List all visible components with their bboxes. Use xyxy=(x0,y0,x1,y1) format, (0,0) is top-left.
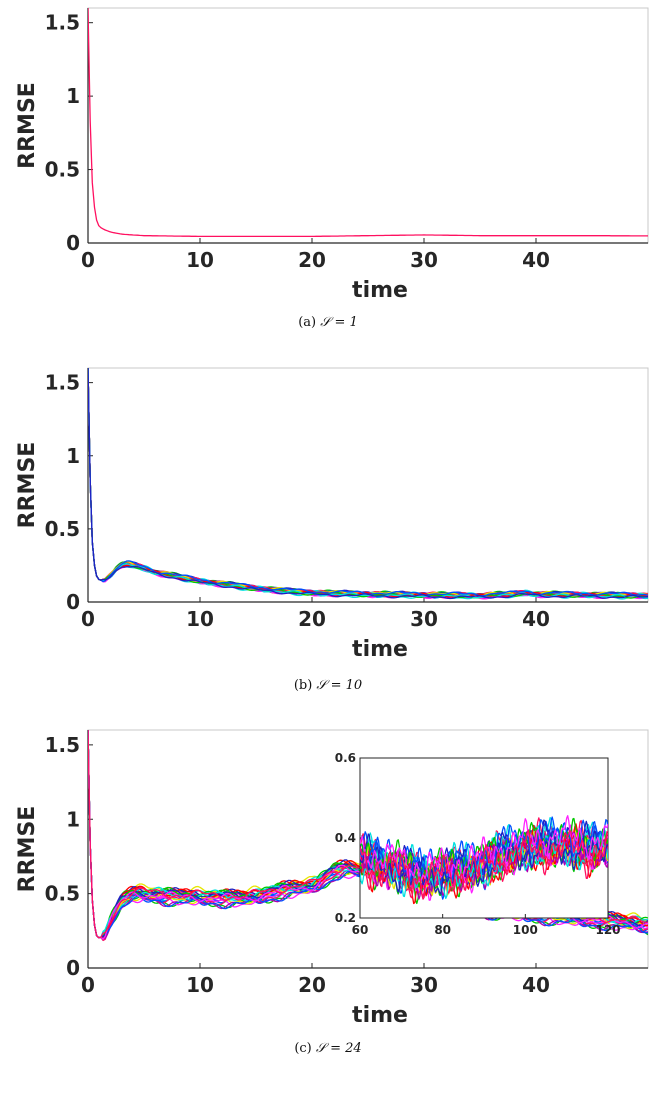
inset-y-tick-label: 0.6 xyxy=(335,751,356,765)
x-tick-label: 10 xyxy=(186,607,214,631)
inset-member-line xyxy=(360,830,608,895)
x-tick-label: 20 xyxy=(298,248,326,272)
y-tick-label: 0.5 xyxy=(45,882,80,906)
ensemble-member-line xyxy=(88,8,648,238)
x-tick-label: 30 xyxy=(410,973,438,997)
x-tick-label: 20 xyxy=(298,973,326,997)
ensemble-member-line xyxy=(88,368,648,600)
inset-member-line xyxy=(360,833,608,900)
caption-letter: (b) xyxy=(294,678,317,693)
ensemble-member-line xyxy=(88,368,648,597)
x-tick-label: 20 xyxy=(298,607,326,631)
ensemble-member-line xyxy=(88,368,648,597)
y-tick-label: 1.5 xyxy=(45,11,80,35)
x-tick-label: 0 xyxy=(81,248,95,272)
chart-panel-a: 0 10 20 30 40 0 0.5 1 1.5 time RRMSE (a) 𝒮 = 1 xyxy=(15,7,649,330)
ensemble-member-line xyxy=(88,368,648,597)
inset-series-group xyxy=(360,815,608,905)
ensemble-member-line xyxy=(88,368,648,597)
plot-frame xyxy=(87,7,649,244)
panel-caption: (b) 𝒮 = 10 xyxy=(294,678,362,693)
x-tick-label: 40 xyxy=(522,248,550,272)
y-tick-label: 0.5 xyxy=(45,158,80,182)
x-axis-label: time xyxy=(352,637,408,662)
x-axis-label: time xyxy=(352,278,408,303)
inset-y-tick-label: 0.2 xyxy=(335,911,356,925)
x-tick-label: 40 xyxy=(522,607,550,631)
x-tick-label: 30 xyxy=(410,248,438,272)
caption-letter: (c) xyxy=(294,1041,316,1056)
inset-chart: 60 80 100 120 0.2 0.4 0.6 xyxy=(335,751,621,937)
plot-frame xyxy=(87,367,649,603)
x-tick-label: 0 xyxy=(81,973,95,997)
inset-x-tick-label: 80 xyxy=(434,923,451,937)
y-tick-label: 0.5 xyxy=(45,517,80,541)
ensemble-member-line xyxy=(88,368,648,597)
y-tick-label: 1 xyxy=(66,807,80,831)
x-tick-label: 40 xyxy=(522,973,550,997)
caption-letter: (a) xyxy=(298,315,320,330)
ensemble-member-line xyxy=(88,368,648,597)
y-tick-label: 1.5 xyxy=(45,371,80,395)
ensemble-member-line xyxy=(88,368,648,599)
series-group xyxy=(88,368,648,600)
y-tick-label: 1 xyxy=(66,84,80,108)
inset-x-tick-label: 120 xyxy=(595,923,620,937)
y-tick-label: 1.5 xyxy=(45,733,80,757)
x-tick-label: 10 xyxy=(186,973,214,997)
ensemble-member-line xyxy=(88,368,648,600)
panel-caption: (a) 𝒮 = 1 xyxy=(298,315,358,330)
ensemble-member-line xyxy=(88,368,648,597)
inset-member-line xyxy=(360,829,608,898)
chart-panel-c: 0 10 20 30 40 0 0.5 1 1.5 time RRMSE (c) 𝒮 = 24 60 80… xyxy=(15,729,649,1056)
inset-y-tick-label: 0.4 xyxy=(335,831,356,845)
inset-member-line xyxy=(360,815,608,883)
ensemble-member-line xyxy=(88,368,648,597)
y-tick-label: 0 xyxy=(66,231,80,255)
ensemble-member-line xyxy=(88,368,648,599)
y-tick-label: 1 xyxy=(66,444,80,468)
ensemble-member-line xyxy=(88,368,648,600)
ensemble-member-line xyxy=(88,368,648,598)
inset-x-tick-label: 60 xyxy=(352,923,369,937)
caption-formula: 𝒮 = 24 xyxy=(316,1041,362,1056)
y-axis-label: RRMSE xyxy=(15,806,40,893)
inset-x-tick-label: 100 xyxy=(513,923,538,937)
ensemble-member-line xyxy=(88,368,648,597)
ensemble-member-line xyxy=(88,368,648,597)
y-axis-label: RRMSE xyxy=(15,82,40,169)
x-tick-label: 0 xyxy=(81,607,95,631)
x-tick-label: 10 xyxy=(186,248,214,272)
x-tick-label: 30 xyxy=(410,607,438,631)
y-tick-label: 0 xyxy=(66,590,80,614)
ensemble-member-line xyxy=(88,368,648,600)
ensemble-member-line xyxy=(88,368,648,600)
panel-caption: (c) 𝒮 = 24 xyxy=(294,1041,361,1056)
y-axis-label: RRMSE xyxy=(15,442,40,529)
inset-member-line xyxy=(360,831,608,900)
chart-panel-b: 0 10 20 30 40 0 0.5 1 1.5 time RRMSE (b) 𝒮 = 10 xyxy=(15,367,649,693)
caption-formula: 𝒮 = 10 xyxy=(316,678,362,693)
series-group xyxy=(88,8,648,238)
y-tick-label: 0 xyxy=(66,956,80,980)
ensemble-member-line xyxy=(88,368,648,600)
x-axis-label: time xyxy=(352,1003,408,1028)
ensemble-member-line xyxy=(88,368,648,600)
caption-formula: 𝒮 = 1 xyxy=(320,315,358,330)
